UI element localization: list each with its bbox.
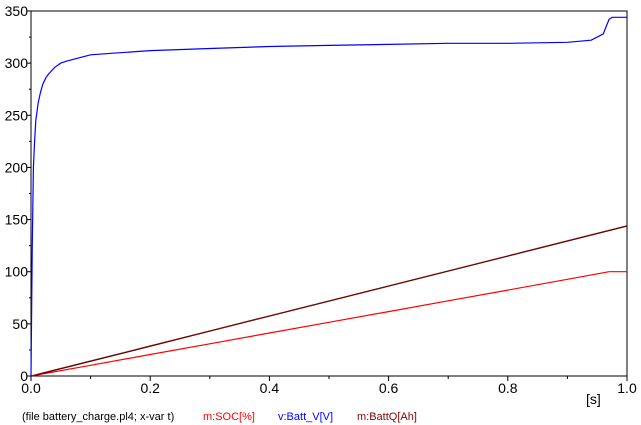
y-tick-label: 150 [5,212,29,228]
legend-entry: v:Batt_V[V] [278,411,333,423]
y-tick-label: 100 [5,264,29,280]
legend: m:SOC[%] v:Batt_V[V] m:BattQ[Ah] [203,411,417,423]
x-unit-label: [s] [586,391,601,407]
y-tick-label: 200 [5,159,29,175]
y-tick-label: 250 [5,107,29,123]
y-tick-label: 300 [5,55,29,71]
x-tick-label: 0.4 [260,380,280,396]
y-tick-label: 350 [5,3,29,19]
series-line-m-battq-ah [30,225,628,377]
y-tick-label: 0 [20,368,28,384]
x-tick-label: 0.8 [498,380,518,396]
x-axis: 0.0 0.2 0.4 0.6 0.8 1.0 [21,376,637,396]
series-layer [30,16,628,377]
legend-entry: m:BattQ[Ah] [357,411,417,423]
series-line-v-batt-v-v [30,16,627,377]
x-tick-label: 1.0 [617,380,637,396]
x-tick-label: 0.0 [21,380,41,396]
x-tick-label: 0.6 [379,380,399,396]
y-tick-label: 50 [12,316,28,332]
file-info-label: (file battery_charge.pl4; x-var t) [22,411,174,423]
plot-frame [30,10,628,377]
series-line-battq-shadow [30,226,628,377]
legend-entry: m:SOC[%] [203,411,255,423]
y-axis: 0 50 100 150 200 250 300 350 [5,3,31,384]
x-tick-label: 0.2 [140,380,160,396]
series-line-m-soc [30,271,627,377]
